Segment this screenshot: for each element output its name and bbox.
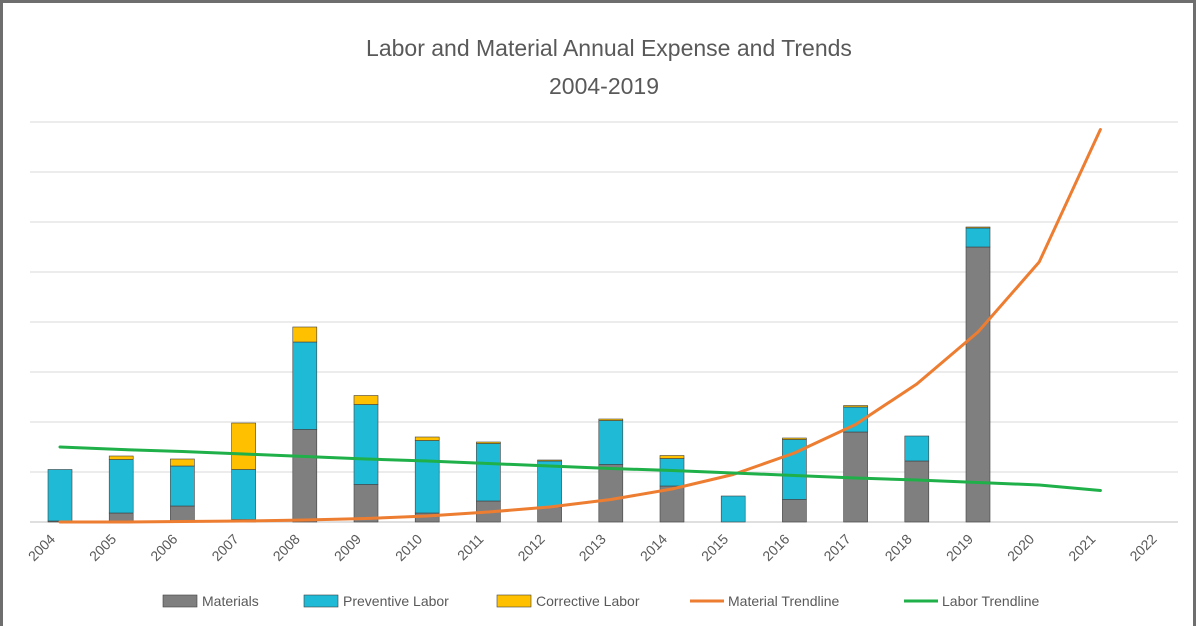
x-tick-label: 2008 [270,531,303,564]
legend-item-material-trendline: Material Trendline [690,593,839,609]
bar-corrective-labor-2013 [598,418,624,421]
x-tick-label: 2017 [820,531,853,564]
bar-corrective-labor-2007 [231,422,256,470]
x-tick-label: 2004 [25,531,58,564]
bar-corrective-labor-2010 [414,436,440,441]
x-tick-label: 2016 [759,531,792,564]
x-tick-label: 2007 [208,531,241,564]
legend-label: Materials [202,593,259,609]
x-tick-label: 2009 [331,531,364,564]
bar-materials-2006 [170,505,195,523]
x-tick-label: 2005 [86,531,119,564]
legend-swatch [303,594,339,608]
x-axis-ticks: 2004 2005 2006 2007 2008 2009 2010 2011 2012 2013… [25,531,1160,564]
bar-materials-2018 [904,460,930,523]
bar-corrective-labor-2019 [965,226,991,229]
chart-subtitle: 2004-2019 [549,73,659,99]
bar-series [47,226,991,523]
legend-label: Material Trendline [728,593,839,609]
bar-corrective-labor-2008 [292,326,318,343]
x-tick-label: 2018 [882,531,915,564]
bar-preventive-labor-2019 [965,227,991,248]
bar-materials-2008 [292,429,318,523]
labor-trendline-line [58,445,1102,492]
trendlines [58,128,1102,524]
bar-corrective-labor-2014 [659,455,685,459]
x-tick-label: 2010 [392,531,425,564]
legend-label: Labor Trendline [942,593,1040,609]
bar-materials-2012 [537,506,562,523]
chart-title: Labor and Material Annual Expense and Tr… [366,35,852,61]
bar-materials-2009 [353,484,379,523]
bar-corrective-labor-2005 [108,455,134,460]
bar-preventive-labor-2011 [476,443,501,502]
x-tick-label: 2014 [637,531,670,564]
x-tick-label: 2020 [1004,531,1037,564]
bar-materials-2013 [598,464,624,523]
bar-preventive-labor-2018 [904,435,930,462]
legend-item-labor-trendline: Labor Trendline [904,593,1040,609]
bar-preventive-labor-2004 [47,469,73,522]
x-tick-label: 2012 [514,531,547,564]
x-tick-label: 2022 [1126,531,1159,564]
x-tick-label: 2011 [454,531,487,564]
legend-item-preventive-labor: Preventive Labor [303,593,449,609]
bar-preventive-labor-2009 [353,404,379,485]
material-trendline-line [58,128,1102,524]
bar-corrective-labor-2009 [353,395,379,405]
legend-item-materials: Materials [162,593,259,609]
legend-label: Corrective Labor [536,593,640,609]
x-tick-label: 2015 [698,531,731,564]
bar-corrective-labor-2012 [537,459,562,462]
bar-materials-2019 [965,246,991,523]
bar-preventive-labor-2013 [598,420,624,465]
bar-corrective-labor-2016 [782,437,807,440]
bar-corrective-labor-2017 [843,405,868,408]
legend: Materials Preventive Labor Corrective Labo… [162,593,1040,609]
bar-preventive-labor-2006 [170,465,195,507]
x-tick-label: 2019 [943,531,976,564]
legend-swatch [496,594,532,608]
bar-materials-2016 [782,499,807,523]
bar-materials-2014 [659,485,685,523]
bar-preventive-labor-2010 [414,440,440,514]
bar-preventive-labor-2012 [537,460,562,508]
legend-item-corrective-labor: Corrective Labor [496,593,640,609]
x-tick-label: 2021 [1065,531,1098,564]
bar-preventive-labor-2007 [231,469,256,520]
x-tick-label: 2013 [576,531,609,564]
bar-corrective-labor-2011 [476,441,501,444]
x-tick-label: 2006 [147,531,180,564]
bar-corrective-labor-2006 [170,458,195,467]
legend-label: Preventive Labor [343,593,449,609]
bar-preventive-labor-2005 [108,459,134,514]
bar-preventive-labor-2008 [292,341,318,430]
bar-preventive-labor-2015 [720,495,746,523]
legend-swatch [162,594,198,608]
